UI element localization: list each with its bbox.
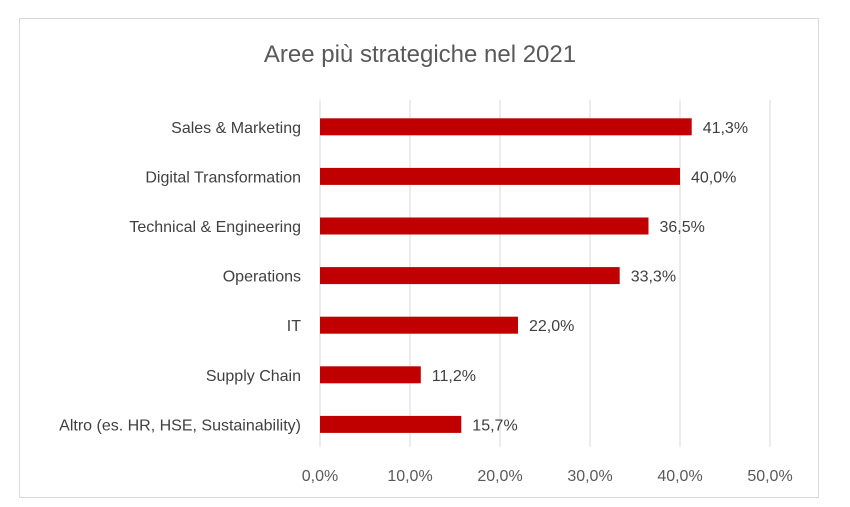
data-label: 11,2%: [432, 368, 476, 385]
data-label: 22,0%: [529, 318, 574, 335]
chart-title: Aree più strategiche nel 2021: [264, 41, 576, 68]
category-label: Altro (es. HR, HSE, Sustainability): [59, 417, 301, 434]
bar: [320, 267, 620, 285]
category-label: IT: [287, 318, 301, 335]
category-label: Digital Transformation: [145, 169, 301, 186]
x-tick-label: 20,0%: [477, 468, 522, 485]
data-label: 36,5%: [660, 219, 705, 236]
bars: [320, 118, 692, 433]
x-tick-label: 30,0%: [567, 468, 612, 485]
bar: [320, 217, 649, 235]
bar: [320, 316, 518, 334]
data-label: 15,7%: [472, 417, 517, 434]
bar: [320, 118, 692, 136]
x-tick-label: 10,0%: [387, 468, 432, 485]
category-label: Supply Chain: [206, 368, 301, 385]
category-label: Sales & Marketing: [171, 120, 301, 137]
data-label: 40,0%: [691, 169, 736, 186]
data-label: 41,3%: [703, 120, 748, 137]
x-tick-label: 50,0%: [747, 468, 792, 485]
labels: 0,0% 10,0% 20,0% 30,0% 40,0% 50,0% Sales & Mar…: [59, 120, 793, 485]
x-tick-label: 40,0%: [657, 468, 702, 485]
category-label: Operations: [223, 269, 301, 286]
bar: [320, 167, 680, 185]
gridlines: [319, 100, 771, 447]
data-label: 33,3%: [631, 269, 676, 286]
bar: [320, 415, 462, 433]
category-label: Technical & Engineering: [129, 219, 301, 236]
x-tick-label: 0,0%: [302, 468, 338, 485]
bar: [320, 366, 421, 384]
